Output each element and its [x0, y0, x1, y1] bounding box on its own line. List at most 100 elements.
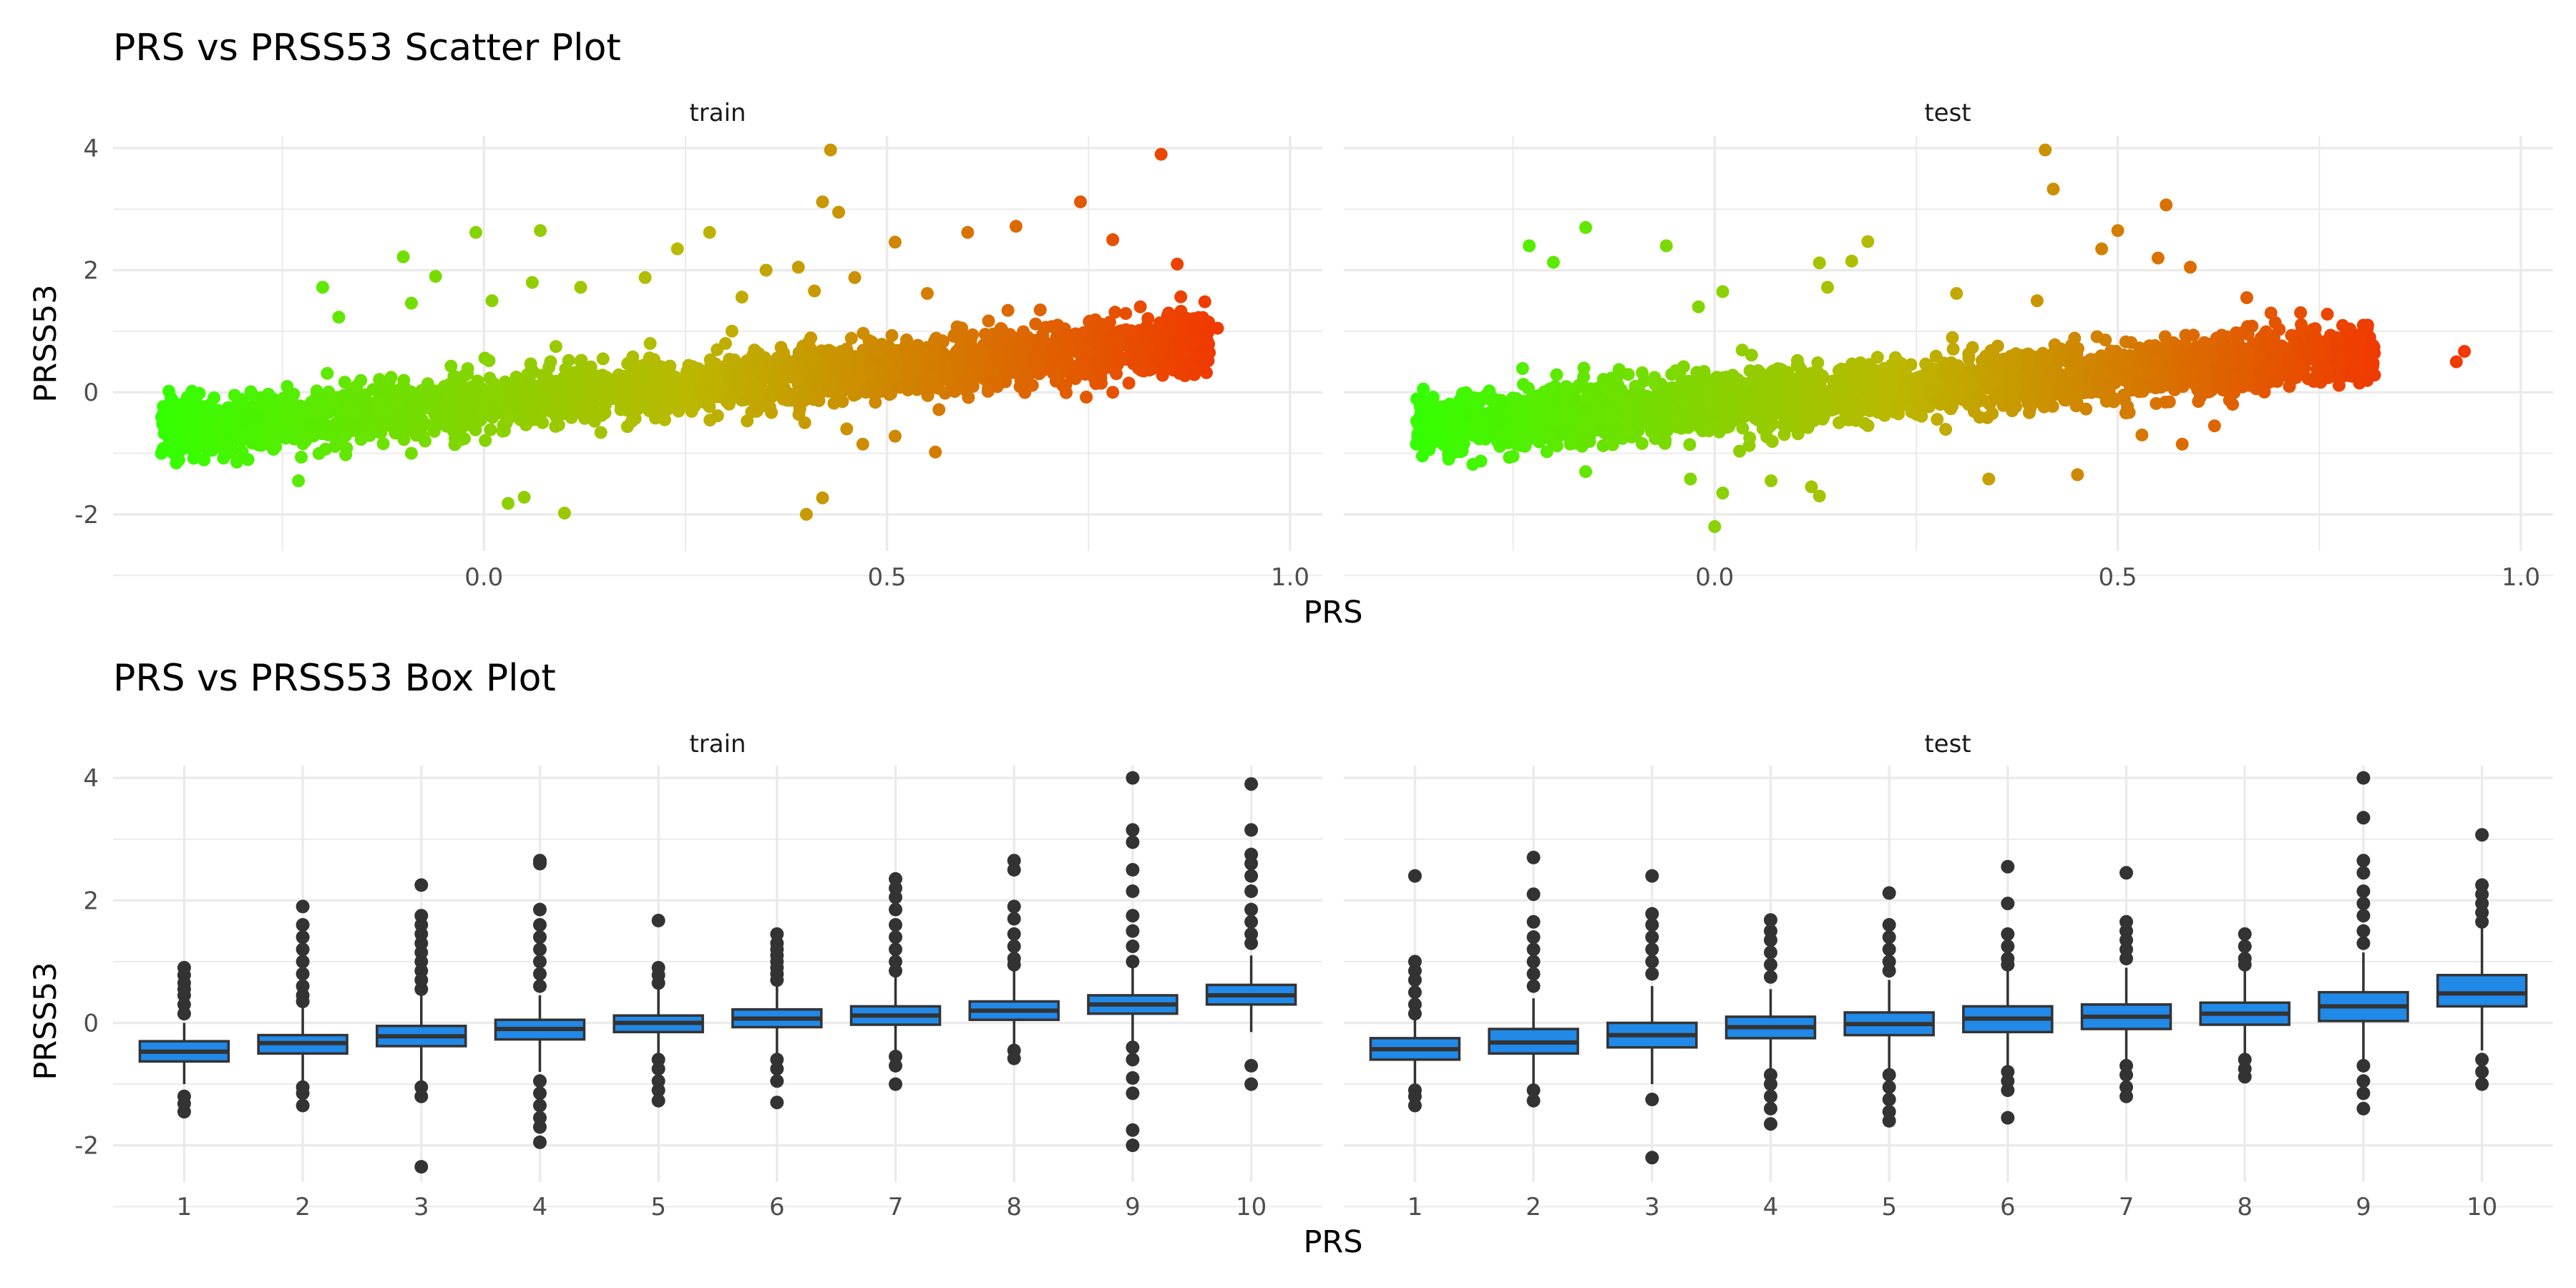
scatter-point — [351, 424, 364, 436]
scatter-point — [932, 381, 945, 395]
scatter-point — [1157, 362, 1171, 376]
scatter-point — [1850, 359, 1863, 373]
scatter-point — [759, 263, 773, 277]
scatter-point — [157, 417, 171, 431]
scatter-point — [708, 380, 722, 393]
scatter-point — [1597, 426, 1611, 439]
scatter-point — [888, 235, 902, 249]
scatter-point — [230, 427, 243, 441]
scatter-point — [875, 338, 889, 351]
scatter-point — [321, 366, 334, 380]
scatter-point — [995, 332, 1008, 346]
scatter-point — [429, 270, 442, 283]
scatter-point — [804, 331, 818, 345]
scatter-point — [1939, 423, 1953, 436]
scatter-point — [366, 383, 380, 396]
scatter-point — [419, 396, 433, 410]
scatter-point — [1080, 391, 1093, 404]
scatter-point — [337, 389, 351, 402]
scatter-point — [1058, 322, 1071, 336]
scatter-point — [1669, 364, 1682, 378]
scatter-point — [170, 457, 183, 470]
scatter-point — [538, 391, 551, 404]
scatter-point — [900, 333, 913, 346]
scatter-point — [774, 387, 788, 401]
scatter-point — [381, 391, 394, 404]
scatter-point — [1426, 391, 1440, 404]
scatter-point — [185, 408, 198, 421]
scatter-point — [927, 339, 940, 353]
scatter-point — [2048, 338, 2062, 351]
scatter-point — [943, 374, 956, 387]
scatter-point — [638, 270, 652, 284]
scatter-point — [1171, 258, 1184, 271]
scatter-point — [482, 354, 496, 367]
scatter-point — [929, 445, 942, 459]
scatter-point — [1636, 366, 1649, 379]
scatter-point — [1198, 295, 1211, 308]
scatter-point — [815, 371, 829, 385]
scatter-point — [2119, 406, 2132, 420]
scatter-point — [901, 383, 914, 396]
scatter-point — [936, 350, 950, 364]
scatter-point — [549, 340, 562, 353]
scatter-point — [544, 355, 557, 369]
scatter-point — [1991, 339, 2004, 353]
scatter-point — [155, 447, 168, 460]
scatter-point — [1973, 411, 1986, 424]
scatter-point — [1635, 436, 1649, 450]
scatter-point — [1211, 321, 1224, 335]
scatter-point — [791, 378, 805, 391]
scatter-point — [1801, 381, 1815, 394]
scatter-point — [1101, 355, 1114, 369]
scatter-point — [961, 225, 975, 239]
scatter-point — [241, 453, 255, 467]
scatter-point — [1059, 379, 1073, 392]
scatter-point — [1733, 444, 1747, 458]
scatter-point — [824, 143, 837, 157]
scatter-point — [863, 366, 877, 379]
scatter-point — [1674, 421, 1688, 435]
scatter-point — [187, 396, 200, 410]
scatter-point — [316, 280, 329, 294]
scatter-point — [1030, 355, 1043, 369]
scatter-point — [741, 414, 754, 428]
scatter-point — [711, 409, 724, 422]
scatter-point — [452, 390, 465, 404]
scatter-point — [1133, 300, 1147, 313]
scatter-point — [1179, 344, 1192, 358]
scatter-point — [752, 401, 766, 415]
scatter-point — [1986, 407, 1999, 420]
scatter-point — [2118, 393, 2131, 406]
scatter-point — [439, 419, 453, 433]
scatter-point — [529, 412, 542, 425]
scatter-point — [1108, 306, 1122, 319]
scatter-point — [655, 397, 669, 411]
scatter-point — [320, 404, 333, 418]
scatter-point — [1106, 233, 1120, 246]
scatter-point — [792, 408, 806, 421]
scatter-plot-section: PRS vs PRSS53 Scatter Plot train test 42… — [28, 26, 2553, 630]
scatter-point — [685, 396, 698, 409]
scatter-point — [885, 328, 899, 342]
scatter-point — [380, 414, 394, 428]
scatter-point — [808, 284, 821, 298]
scatter-point — [609, 387, 623, 401]
scatter-point — [245, 425, 258, 439]
scatter-point — [474, 404, 488, 417]
scatter-point — [986, 369, 1000, 382]
scatter-point — [1966, 341, 1979, 354]
scatter-point — [1946, 342, 1960, 356]
scatter-point — [197, 453, 211, 467]
scatter-point — [1083, 314, 1096, 328]
scatter-point — [771, 373, 784, 386]
scatter-point — [982, 314, 995, 328]
scatter-point — [339, 429, 353, 442]
scatter-point — [196, 413, 209, 426]
scatter-point — [1033, 343, 1047, 357]
scatter-point — [1683, 438, 1697, 452]
scatter-point — [844, 376, 857, 390]
scatter-point — [1152, 349, 1166, 363]
